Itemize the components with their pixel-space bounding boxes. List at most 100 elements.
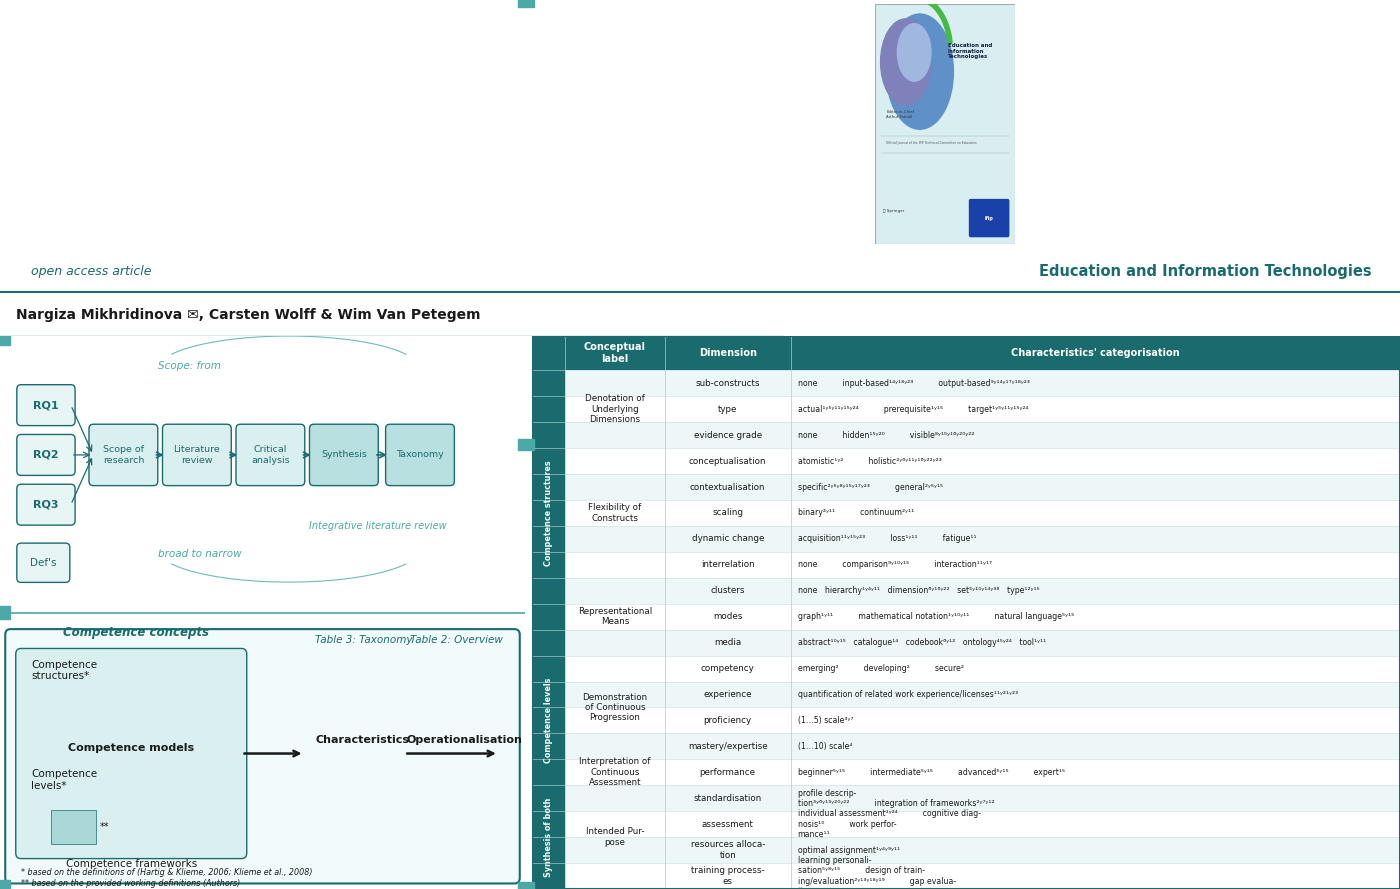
- FancyBboxPatch shape: [566, 526, 1400, 552]
- Circle shape: [897, 24, 931, 81]
- Text: Def's: Def's: [29, 557, 56, 568]
- FancyBboxPatch shape: [566, 500, 1400, 526]
- Text: experience: experience: [703, 690, 752, 699]
- Text: specific²ʸ⁵ʸ⁸ʸ¹⁵ʸ¹⁷ʸ²³          general²ʸ⁵ʸ¹⁵: specific²ʸ⁵ʸ⁸ʸ¹⁵ʸ¹⁷ʸ²³ general²ʸ⁵ʸ¹⁵: [798, 483, 942, 492]
- Text: (2024)    Cite this article: (2024) Cite this article: [31, 209, 175, 222]
- Text: Operationalisation: Operationalisation: [407, 735, 522, 745]
- FancyBboxPatch shape: [532, 371, 566, 655]
- Text: Competence models: Competence models: [69, 743, 195, 753]
- FancyBboxPatch shape: [50, 810, 97, 844]
- Text: Literature
review: Literature review: [174, 445, 220, 465]
- Text: Taxonomy of competence models based on: Taxonomy of competence models based on: [31, 55, 735, 83]
- Text: Integrative literature review: Integrative literature review: [309, 521, 447, 532]
- Text: performance: performance: [700, 768, 756, 777]
- Text: Table 3: Taxonomy: Table 3: Taxonomy: [315, 635, 413, 645]
- Text: Denotation of
Underlying
Dimensions: Denotation of Underlying Dimensions: [585, 395, 645, 424]
- FancyBboxPatch shape: [17, 485, 76, 525]
- Text: Dimension: Dimension: [699, 348, 757, 358]
- FancyBboxPatch shape: [566, 396, 1400, 422]
- Text: none          comparison⁹ʸ¹⁰ʸ¹⁵          interaction¹¹ʸ¹⁷: none comparison⁹ʸ¹⁰ʸ¹⁵ interaction¹¹ʸ¹⁷: [798, 560, 991, 569]
- Text: Critical
analysis: Critical analysis: [251, 445, 290, 465]
- Text: Nargiza Mikhridinova ✉, Carsten Wolff & Wim Van Petegem: Nargiza Mikhridinova ✉, Carsten Wolff & …: [15, 308, 480, 322]
- Text: resources alloca-
tion: resources alloca- tion: [690, 840, 764, 860]
- FancyBboxPatch shape: [566, 733, 1400, 759]
- Text: open access article: open access article: [31, 265, 151, 277]
- FancyBboxPatch shape: [566, 759, 1400, 785]
- Text: proficiency: proficiency: [704, 716, 752, 725]
- Text: actual¹ʸ⁵ʸ¹¹ʸ¹⁵ʸ²⁴          prerequisite¹ʸ¹⁵          target¹ʸ⁵ʸ¹¹ʸ¹⁵ʸ²⁴: actual¹ʸ⁵ʸ¹¹ʸ¹⁵ʸ²⁴ prerequisite¹ʸ¹⁵ targ…: [798, 404, 1028, 413]
- Text: an integrative literature review: an integrative literature review: [31, 119, 550, 148]
- FancyBboxPatch shape: [566, 422, 1400, 448]
- Text: standardisation: standardisation: [693, 794, 762, 803]
- FancyBboxPatch shape: [875, 4, 1015, 244]
- FancyBboxPatch shape: [566, 604, 1400, 629]
- Text: beginner⁵ʸ¹⁵          intermediate⁵ʸ¹⁵          advanced⁵ʸ¹⁵          expert¹⁵: beginner⁵ʸ¹⁵ intermediate⁵ʸ¹⁵ advanced⁵ʸ…: [798, 768, 1065, 777]
- Text: RQ3: RQ3: [34, 500, 59, 509]
- Text: Competence frameworks: Competence frameworks: [66, 859, 197, 869]
- FancyBboxPatch shape: [17, 385, 76, 426]
- FancyBboxPatch shape: [90, 424, 158, 485]
- Text: Demonstration
of Continuous
Progression: Demonstration of Continuous Progression: [582, 693, 647, 723]
- Text: (1…5) scale³ʸ⁷: (1…5) scale³ʸ⁷: [798, 716, 853, 725]
- FancyBboxPatch shape: [969, 199, 1009, 237]
- Text: Scope of
research: Scope of research: [102, 445, 144, 465]
- Text: abstract¹⁰ʸ¹⁵   catalogue¹⁴   codebook⁶ʸ¹²   ontology⁴⁵ʸ²⁴   tool¹ʸ¹¹: abstract¹⁰ʸ¹⁵ catalogue¹⁴ codebook⁶ʸ¹² o…: [798, 638, 1046, 647]
- Text: atomistic¹ʸ²          holistic²ʸ⁶ʸ¹¹ʸ¹⁶ʸ²²ʸ²³: atomistic¹ʸ² holistic²ʸ⁶ʸ¹¹ʸ¹⁶ʸ²²ʸ²³: [798, 457, 941, 466]
- Circle shape: [881, 19, 931, 105]
- Text: Synthesis: Synthesis: [321, 451, 367, 460]
- FancyBboxPatch shape: [532, 785, 566, 889]
- FancyBboxPatch shape: [309, 424, 378, 485]
- Text: Conceptual
label: Conceptual label: [584, 342, 645, 364]
- FancyBboxPatch shape: [566, 552, 1400, 578]
- Text: none          hidden¹⁵ʸ²⁰          visible⁸ʸ¹⁵ʸ¹⁶ʸ²⁰ʸ²²: none hidden¹⁵ʸ²⁰ visible⁸ʸ¹⁵ʸ¹⁶ʸ²⁰ʸ²²: [798, 430, 974, 440]
- FancyBboxPatch shape: [566, 578, 1400, 604]
- FancyBboxPatch shape: [566, 629, 1400, 655]
- Text: individual assessment¹ʸ²⁴          cognitive diag-
nosis¹⁰          work perfor-: individual assessment¹ʸ²⁴ cognitive diag…: [798, 809, 980, 839]
- FancyBboxPatch shape: [532, 655, 566, 785]
- Text: Intended Pur-
pose: Intended Pur- pose: [585, 828, 644, 847]
- Text: Home  >  Education and Information Technologies  >  Article: Home > Education and Information Technol…: [31, 12, 370, 22]
- Text: profile descrip-
tion³ʸ⁶ʸ¹³ʸ²⁰ʸ²²          integration of frameworks²ʸ⁷ʸ¹²: profile descrip- tion³ʸ⁶ʸ¹³ʸ²⁰ʸ²² integr…: [798, 789, 994, 808]
- Text: Competence concepts: Competence concepts: [63, 627, 209, 639]
- Text: Education and
Information
Technologies: Education and Information Technologies: [948, 43, 993, 60]
- Text: Representational
Means: Representational Means: [578, 607, 652, 627]
- Text: Competence structures: Competence structures: [545, 461, 553, 565]
- Text: emerging²          developing²          secure²: emerging² developing² secure²: [798, 664, 963, 673]
- Text: ifip: ifip: [984, 215, 994, 220]
- Text: training process-
es: training process- es: [692, 867, 764, 885]
- Text: type: type: [718, 404, 738, 413]
- FancyBboxPatch shape: [385, 424, 455, 485]
- Text: Scope: from: Scope: from: [157, 361, 220, 371]
- Text: evidence grade: evidence grade: [693, 430, 762, 440]
- Text: dynamic change: dynamic change: [692, 534, 764, 543]
- Text: binary²ʸ¹¹          continuum²ʸ¹¹: binary²ʸ¹¹ continuum²ʸ¹¹: [798, 509, 914, 517]
- FancyBboxPatch shape: [566, 682, 1400, 708]
- Text: Open access  |  Published: 19 February 2024: Open access | Published: 19 February 202…: [31, 174, 294, 188]
- FancyBboxPatch shape: [566, 371, 1400, 396]
- FancyBboxPatch shape: [566, 708, 1400, 733]
- FancyBboxPatch shape: [6, 629, 519, 884]
- Text: interrelation: interrelation: [701, 560, 755, 569]
- Text: optimal assignment¹ʸ⁴ʸ⁹ʸ¹¹: optimal assignment¹ʸ⁴ʸ⁹ʸ¹¹: [798, 845, 900, 854]
- FancyBboxPatch shape: [566, 655, 1400, 682]
- Text: Interpretation of
Continuous
Assessment: Interpretation of Continuous Assessment: [580, 757, 651, 787]
- Text: Characteristics' categorisation: Characteristics' categorisation: [1011, 348, 1180, 358]
- Text: ** based on the provided working definitions (Authors): ** based on the provided working definit…: [21, 879, 241, 888]
- Text: Competence levels: Competence levels: [545, 677, 553, 763]
- Text: sub-constructs: sub-constructs: [696, 379, 760, 388]
- Text: conceptualisation: conceptualisation: [689, 457, 766, 466]
- Text: Table 2: Overview: Table 2: Overview: [409, 635, 503, 645]
- Text: * based on the definitions of (Hartig & Klieme, 2006; Klieme et al., 2008): * based on the definitions of (Hartig & …: [21, 868, 312, 877]
- Text: RQ2: RQ2: [34, 450, 59, 460]
- Text: mastery/expertise: mastery/expertise: [687, 741, 767, 751]
- Text: scaling: scaling: [713, 509, 743, 517]
- Text: learning personali-
sation⁵ʸ⁸ʸ¹⁵          design of train-
ing/evaluation²ʸ¹³ʸ¹⁸: learning personali- sation⁵ʸ⁸ʸ¹⁵ design …: [798, 856, 956, 889]
- Text: Characteristics: Characteristics: [315, 735, 409, 745]
- Text: (1…10) scale⁴: (1…10) scale⁴: [798, 741, 853, 751]
- FancyBboxPatch shape: [566, 448, 1400, 474]
- Text: Official Journal of the IFIP Technical Committee on Education: Official Journal of the IFIP Technical C…: [886, 141, 977, 145]
- Text: Competence
levels*: Competence levels*: [31, 770, 98, 791]
- Text: RQ1: RQ1: [34, 400, 59, 410]
- Text: Editor-in-Chief
Arthur Tatnall: Editor-in-Chief Arthur Tatnall: [886, 110, 914, 118]
- FancyBboxPatch shape: [566, 785, 1400, 811]
